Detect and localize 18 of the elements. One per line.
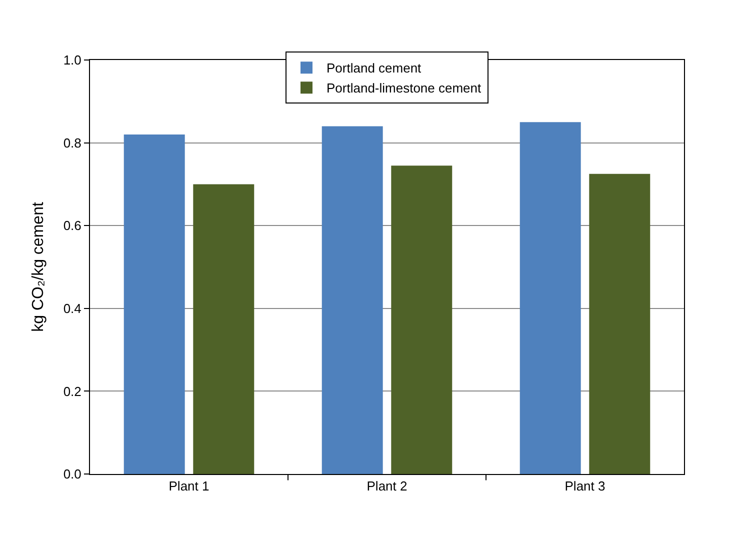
x-tick-label: Plant 2 (366, 478, 408, 494)
y-tick-label: 1.0 (63, 52, 82, 68)
legend-label: Portland cement (326, 60, 422, 76)
bar (391, 166, 452, 474)
y-axis-title: kg CO₂/kg cement (30, 202, 48, 332)
bar (124, 134, 185, 474)
legend-label: Portland-limestone cement (326, 80, 482, 96)
y-tick-label: 0.8 (63, 135, 82, 150)
y-tick-label: 0.6 (63, 218, 82, 234)
bar (322, 126, 383, 474)
bar (193, 184, 254, 474)
x-tick-label: Plant 1 (168, 478, 210, 494)
y-tick-label: 0.0 (63, 466, 82, 482)
x-tick-label: Plant 3 (564, 478, 606, 494)
bar (520, 122, 581, 474)
y-tick-label: 0.2 (63, 384, 82, 399)
bar (589, 174, 650, 474)
y-tick-label: 0.4 (63, 300, 82, 316)
